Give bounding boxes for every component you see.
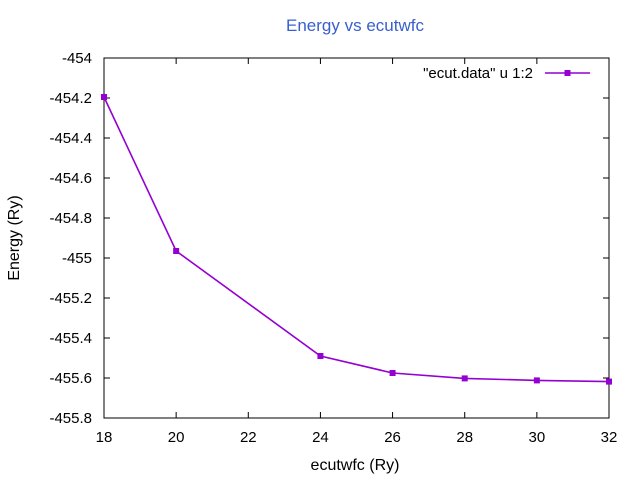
data-point [317,353,324,359]
plot-area-border [103,57,610,419]
x-axis-label: ecutwfc (Ry) [311,457,400,474]
y-tick-label: -454.6 [49,170,92,187]
data-point [101,94,107,100]
data-point [461,375,468,382]
x-tick-label: 26 [384,429,401,446]
x-axis: 18 20 22 24 26 28 30 32 [96,58,618,446]
data-point [173,248,180,254]
series-layer [101,94,612,385]
x-tick-label: 30 [529,429,546,446]
y-tick-label: -454.8 [49,210,92,227]
x-tick-label: 32 [601,429,618,446]
x-tick-label: 22 [240,429,257,446]
y-tick-label: -454.2 [49,90,92,107]
series-line [103,96,610,383]
x-tick-label: 24 [312,429,329,446]
x-tick-label: 28 [456,429,473,446]
y-tick-label: -455.8 [49,410,92,427]
legend: "ecut.data" u 1:2 [423,65,590,82]
y-tick-label: -455.2 [49,290,92,307]
y-tick-label: -455.6 [49,370,92,387]
legend-label: "ecut.data" u 1:2 [423,65,533,82]
y-tick-label: -454 [62,50,92,67]
chart-title: Energy vs ecutwfc [286,16,424,35]
data-point [606,378,612,385]
data-point [389,370,396,376]
y-tick-label: -455 [62,250,92,267]
y-tick-label: -455.4 [49,330,92,347]
data-point [533,377,540,384]
y-axis: -454 -454.2 -454.4 -454.6 -454.8 -455 -455.2 -4… [49,50,609,427]
legend-marker-swatch [564,70,571,76]
y-tick-label: -454.4 [49,130,92,147]
x-tick-label: 20 [168,429,185,446]
x-tick-label: 18 [96,429,113,446]
y-axis-label: Energy (Ry) [6,195,23,280]
